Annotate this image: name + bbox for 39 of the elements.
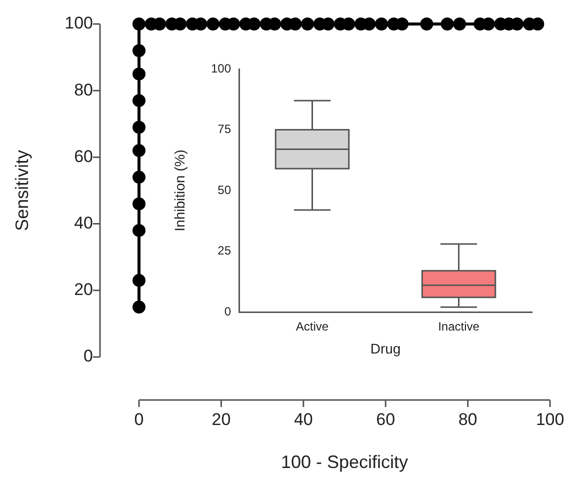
point [132,197,146,210]
y-tick-label: 80 [74,80,93,100]
x-tick-label: 60 [376,410,396,429]
point [132,300,146,314]
y-tick-label: 60 [74,146,93,166]
y-axis-title: Inhibition (%) [171,150,188,232]
point [132,18,146,30]
x-tick-label: Active [296,320,329,334]
y-tick-label: 50 [218,182,232,197]
point [453,18,466,30]
x-tick-label: 80 [458,410,478,429]
y-tick-label: 100 [210,61,232,76]
x-tick-label: 100 [536,410,564,429]
point [301,18,314,30]
point [206,18,220,30]
point [132,170,146,184]
point [132,44,146,58]
x-tick-label: Inactive [438,320,480,334]
point [132,120,146,134]
x-axis-title: 100 - Specificity [280,452,408,472]
x-tick-label: 0 [134,410,144,429]
y-axis-title: Sensitivity [12,150,32,232]
point [132,224,146,237]
point [132,94,146,108]
point [420,18,434,30]
y-tick-label: 100 [64,14,93,33]
point [132,67,146,80]
y-tick-label: 25 [218,244,232,258]
point [132,274,146,287]
y-tick-label: 75 [218,122,232,136]
x-tick-label: 40 [294,410,313,429]
x-axis-title: Drug [370,340,401,356]
point [440,18,454,30]
y-tick-label: 40 [74,213,93,232]
y-tick-label: 0 [224,304,232,318]
y-tick-label: 0 [84,346,93,366]
point [374,18,388,30]
y-tick-label: 20 [74,280,93,300]
point [132,144,146,158]
